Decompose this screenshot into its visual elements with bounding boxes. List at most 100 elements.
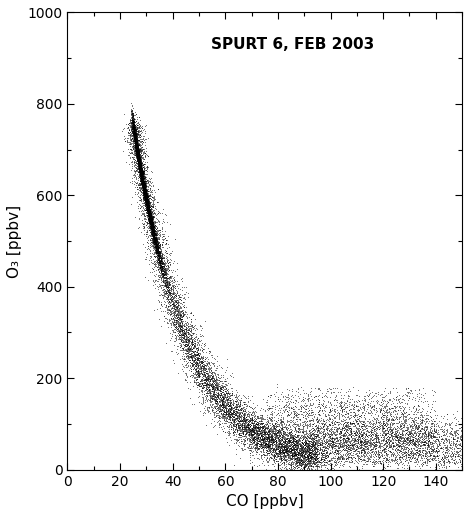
Point: [237, 411, 245, 419]
Point: [231, 403, 238, 411]
Point: [132, 139, 140, 147]
Point: [298, 445, 306, 453]
Point: [441, 436, 448, 444]
Point: [270, 456, 278, 464]
Point: [244, 423, 252, 431]
Point: [265, 434, 272, 442]
Point: [135, 153, 142, 162]
Point: [331, 441, 339, 449]
Point: [151, 262, 159, 270]
Point: [329, 434, 337, 442]
Point: [241, 414, 249, 422]
Point: [290, 434, 298, 443]
Point: [147, 224, 155, 233]
Point: [134, 149, 142, 157]
Point: [149, 188, 156, 196]
Point: [277, 442, 284, 450]
Point: [205, 385, 212, 394]
Point: [236, 409, 244, 417]
Point: [144, 206, 152, 215]
Point: [133, 149, 140, 157]
Point: [171, 298, 178, 306]
Point: [179, 334, 187, 343]
Point: [442, 429, 449, 438]
Point: [177, 313, 184, 321]
Point: [260, 429, 267, 438]
Point: [199, 345, 207, 353]
Point: [159, 269, 166, 278]
Point: [357, 440, 365, 448]
Point: [340, 431, 348, 440]
Point: [277, 434, 284, 443]
Point: [149, 234, 157, 243]
Point: [132, 128, 139, 137]
Point: [238, 416, 246, 424]
Point: [147, 222, 155, 230]
Point: [144, 191, 151, 200]
Point: [306, 431, 314, 440]
Point: [147, 238, 155, 247]
Point: [264, 443, 272, 451]
Point: [189, 368, 197, 377]
Point: [167, 273, 174, 282]
Point: [160, 288, 167, 296]
Point: [144, 200, 151, 208]
Point: [234, 400, 242, 408]
Point: [390, 413, 397, 421]
Point: [409, 393, 417, 401]
Point: [159, 258, 166, 266]
Point: [191, 337, 199, 346]
Point: [169, 319, 176, 328]
Point: [393, 393, 400, 401]
Point: [268, 444, 275, 452]
Point: [267, 430, 275, 438]
Point: [282, 425, 290, 433]
Point: [277, 456, 284, 464]
Point: [384, 455, 391, 463]
Point: [250, 433, 258, 441]
Point: [309, 457, 317, 465]
Point: [147, 232, 155, 240]
Point: [144, 188, 151, 196]
Point: [286, 429, 294, 437]
Point: [316, 456, 323, 464]
Point: [136, 132, 143, 140]
Point: [148, 221, 155, 230]
Point: [146, 209, 153, 218]
Point: [148, 220, 155, 228]
Point: [135, 162, 143, 170]
Point: [206, 396, 214, 405]
Point: [143, 222, 151, 231]
Point: [126, 133, 133, 141]
Point: [296, 450, 304, 459]
Point: [309, 455, 316, 463]
Point: [274, 442, 281, 450]
Point: [294, 431, 302, 439]
Point: [140, 177, 147, 185]
Point: [241, 425, 249, 433]
Point: [135, 157, 143, 166]
Point: [255, 440, 263, 448]
Point: [345, 429, 352, 437]
Point: [288, 429, 295, 438]
Point: [130, 123, 137, 131]
Point: [144, 208, 151, 216]
Point: [137, 175, 145, 184]
Point: [302, 408, 309, 416]
Point: [131, 126, 138, 134]
Point: [156, 252, 164, 261]
Point: [302, 446, 310, 454]
Point: [302, 440, 310, 448]
Point: [226, 409, 233, 417]
Point: [143, 230, 151, 238]
Point: [138, 174, 146, 183]
Point: [151, 227, 158, 235]
Point: [156, 225, 163, 234]
Point: [279, 450, 287, 459]
Point: [134, 148, 141, 156]
Point: [140, 181, 148, 189]
Point: [307, 453, 315, 461]
Point: [222, 414, 230, 422]
Point: [153, 242, 161, 250]
Point: [310, 429, 317, 437]
